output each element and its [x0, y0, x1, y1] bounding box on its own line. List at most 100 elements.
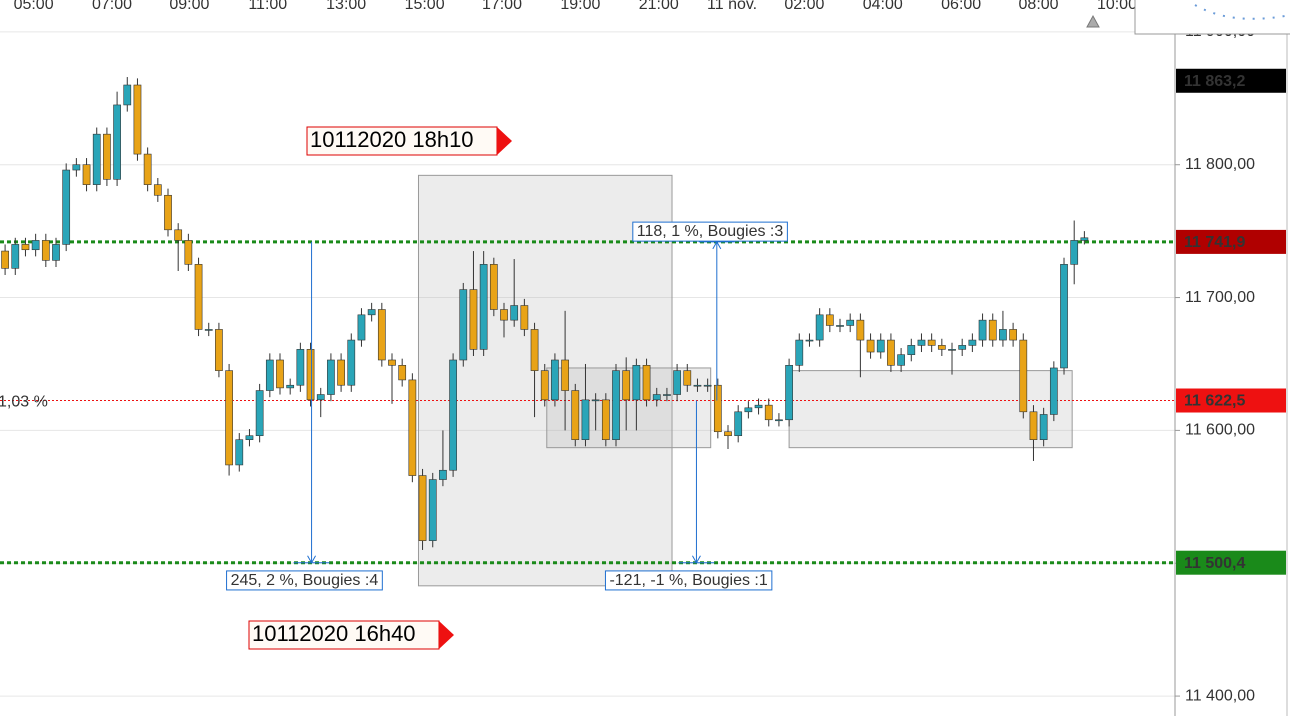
candle-body: [744, 407, 753, 413]
candle-body: [489, 264, 498, 310]
candle-body: [306, 349, 315, 401]
flag-box: [248, 620, 440, 650]
candle-body: [805, 339, 814, 342]
measure-label: 245, 2 %, Bougies :4: [231, 572, 379, 589]
candle-body: [601, 399, 610, 440]
candle-body: [652, 394, 661, 401]
candle-body: [153, 184, 162, 196]
candle-body: [622, 370, 631, 401]
flag: 10112020 16h40: [248, 620, 454, 650]
candle-body: [713, 384, 722, 433]
candle-body: [836, 325, 844, 327]
candle-body: [663, 394, 671, 396]
candle-body: [815, 314, 824, 341]
x-tick-label: 15:00: [405, 0, 445, 13]
candle-body: [795, 339, 804, 366]
candle-body: [1049, 367, 1058, 415]
flag-box: [306, 126, 498, 156]
measures: 245, 2 %, Bougies :4 118, 1 %, Bougies :3…: [226, 221, 788, 591]
candle-body: [479, 264, 488, 350]
candle-body: [571, 390, 580, 440]
candle-body: [123, 84, 132, 106]
x-tick-label: 06:00: [941, 0, 981, 13]
candle-body: [999, 329, 1007, 341]
candle-body: [377, 309, 386, 361]
price-tag: [1176, 68, 1286, 93]
candle-body: [1029, 411, 1038, 440]
x-tick-label: 09:00: [169, 0, 209, 13]
y-tick-label: 11 800,00: [1185, 156, 1255, 173]
measure-box: [226, 570, 383, 591]
candle-body: [876, 339, 885, 353]
x-tick-label: 11:00: [248, 0, 287, 13]
candle-body: [11, 244, 20, 269]
candle-body: [520, 305, 529, 330]
candle-body: [194, 264, 203, 330]
candle-body: [958, 345, 967, 350]
candle-body: [174, 229, 183, 241]
candle-body: [388, 359, 396, 366]
candle-body: [337, 359, 345, 386]
x-axis-band: [0, 0, 1175, 14]
candle-body: [92, 133, 101, 185]
candle-body: [327, 359, 335, 395]
candle-body: [591, 399, 600, 402]
price-tag: [1176, 229, 1286, 254]
measure-label: 118, 1 %, Bougies :3: [637, 223, 784, 240]
candle-body: [927, 339, 936, 346]
scroll-icon[interactable]: [1086, 14, 1100, 28]
candle-body: [255, 390, 264, 437]
y-tick-label: 11 400,00: [1185, 687, 1255, 704]
x-axis: 05:00 07:00 09:00 11:00 13:00 15:00 17:00 19:00…: [14, 0, 1138, 13]
candle-body: [988, 319, 997, 341]
candle-body: [887, 339, 895, 366]
candle-body: [530, 329, 539, 371]
candle-body: [408, 379, 417, 476]
candle-body: [754, 404, 763, 409]
candle-body: [276, 359, 284, 389]
candle-body: [357, 314, 366, 341]
candle-body: [103, 133, 111, 180]
candle-body: [367, 309, 376, 316]
candle-body: [866, 339, 875, 353]
candle-body: [948, 349, 956, 351]
x-tick-label: 21:00: [639, 0, 679, 13]
gauge-panel: [1134, 0, 1290, 35]
x-tick-label: 10:00: [1097, 0, 1137, 13]
price-tag-label: 11 863,2: [1184, 73, 1246, 90]
candle-body: [184, 240, 193, 265]
price-tag-label: 11 622,5: [1184, 393, 1246, 410]
candle-body: [225, 370, 233, 466]
candle-body: [693, 384, 702, 387]
candle-body: [31, 240, 40, 251]
x-tick-label: 07:00: [92, 0, 132, 13]
line-label: 1,03 %: [0, 394, 48, 411]
x-tick-label: 05:00: [14, 0, 54, 13]
candle-body: [428, 479, 437, 541]
y-tick-label: 11 600,00: [1185, 422, 1255, 439]
candle-body: [459, 289, 468, 361]
candle-body: [1009, 329, 1017, 341]
candle-body: [296, 349, 305, 386]
x-tick-label: 08:00: [1019, 0, 1059, 13]
candle-body: [724, 431, 732, 437]
candle-body: [642, 365, 651, 401]
candle-body: [245, 435, 254, 440]
x-tick-label: 13:00: [326, 0, 366, 13]
price-tag: [1176, 550, 1286, 575]
candle-body: [846, 319, 855, 326]
candle-body: [775, 419, 783, 422]
measure-box: [632, 221, 788, 242]
candle-body: [133, 84, 142, 155]
candle-body: [907, 345, 916, 355]
candle-body: [113, 104, 121, 180]
price-tag: [1176, 388, 1286, 413]
candle-body: [1060, 264, 1068, 369]
candle-body: [21, 244, 30, 251]
gauge-box: [1134, 0, 1290, 35]
candle-body: [825, 314, 834, 326]
flag-label: 10112020 16h40: [252, 621, 416, 646]
y-tick-label: 11 700,00: [1185, 289, 1255, 306]
